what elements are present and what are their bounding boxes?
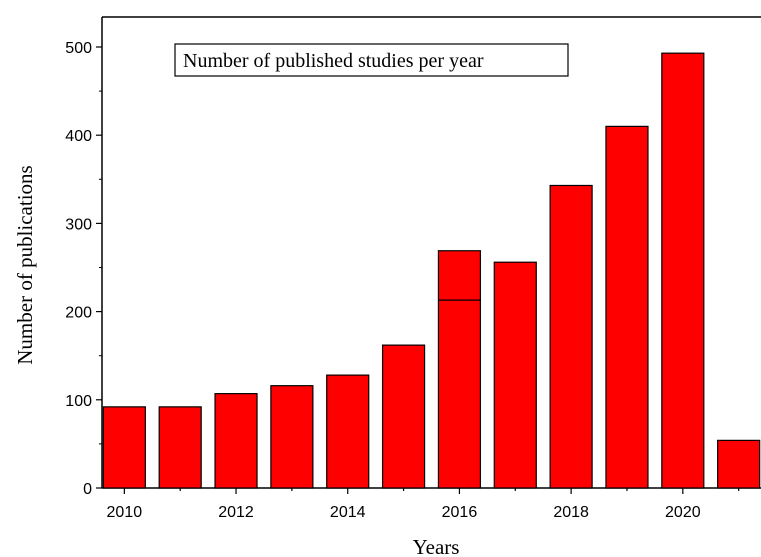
bar-2014 [326, 374, 370, 489]
y-axis-title: Number of publications [13, 165, 37, 364]
y-axis: 0 100 200 300 400 500 [65, 40, 102, 498]
chart-title: Number of published studies per year [183, 50, 484, 72]
y-tick-label: 300 [65, 216, 92, 233]
bar-2020 [661, 52, 705, 489]
x-tick-label: 2012 [218, 504, 254, 521]
x-axis: 2010 2012 2014 2016 2018 2020 [107, 488, 740, 521]
legend-frame [174, 43, 569, 77]
bar-2019 [605, 125, 649, 489]
bar-2011 [158, 406, 202, 489]
plot-frame [101, 16, 761, 489]
x-tick-label: 2020 [665, 504, 701, 521]
bar-2010 [102, 406, 146, 489]
y-tick-label: 400 [65, 128, 92, 145]
legend-box: Number of published studies per year [174, 43, 569, 77]
y-tick-label: 500 [65, 40, 92, 57]
x-axis-title: Years [413, 535, 460, 557]
bar-2017 [493, 261, 537, 489]
bar-2012 [214, 393, 258, 489]
y-tick-label: 0 [83, 481, 92, 498]
x-tick-label: 2014 [330, 504, 366, 521]
x-tick-label: 2010 [107, 504, 143, 521]
y-tick-label: 200 [65, 305, 92, 322]
x-tick-label: 2016 [442, 504, 478, 521]
x-tick-label: 2018 [553, 504, 589, 521]
bar-2016 [437, 250, 482, 489]
bar-2015 [381, 344, 426, 489]
bar-2013 [270, 385, 314, 489]
bar-2021 [717, 439, 761, 489]
y-tick-label: 100 [65, 393, 92, 410]
bars-group [102, 52, 761, 489]
bar-2018 [549, 184, 593, 489]
